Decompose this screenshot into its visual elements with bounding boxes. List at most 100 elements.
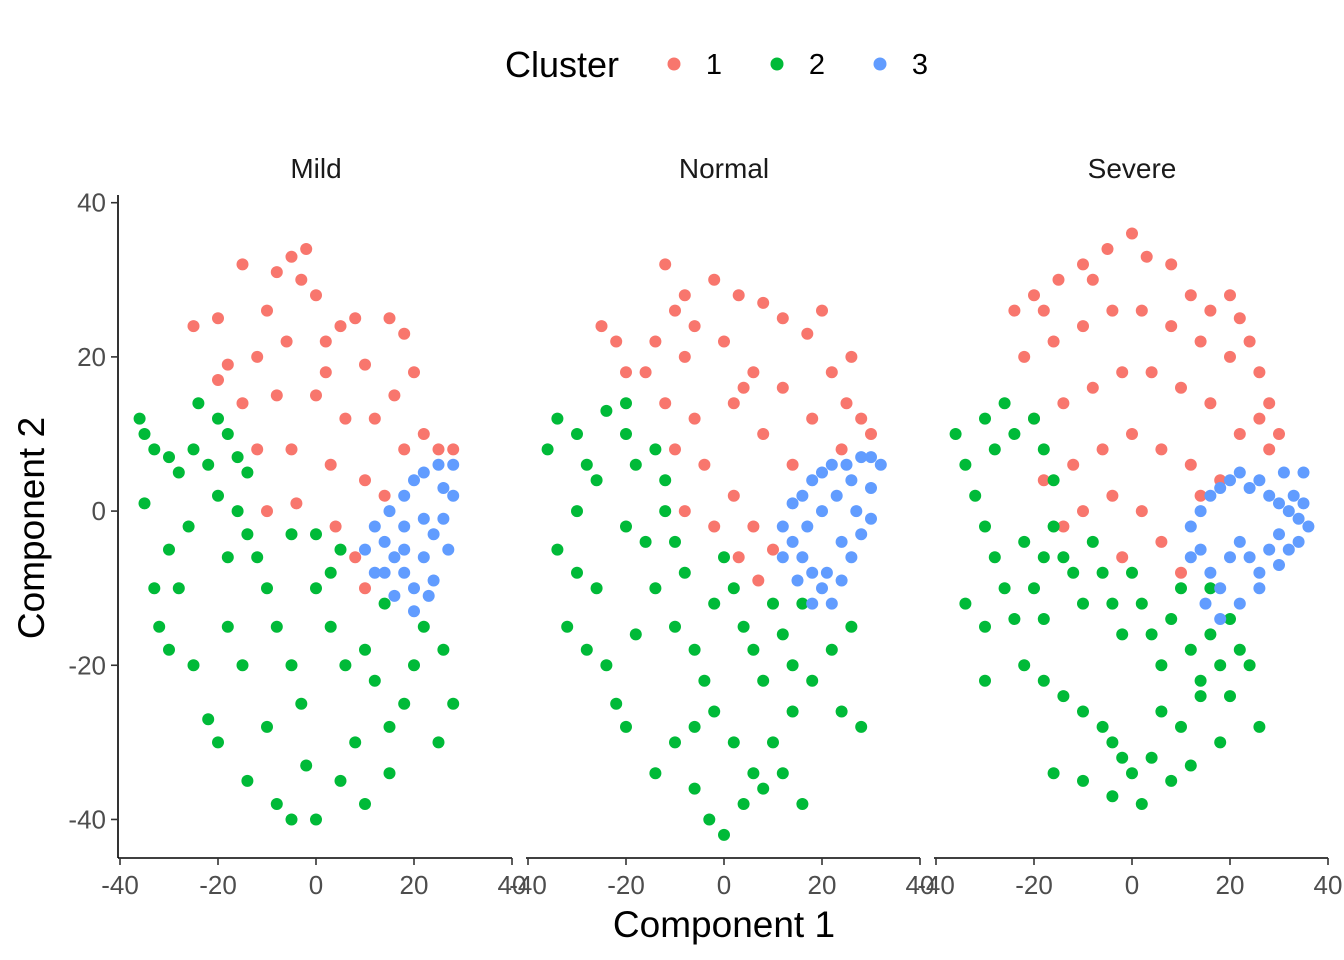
data-point	[620, 366, 632, 379]
data-point	[1101, 243, 1114, 255]
data-point	[1008, 613, 1021, 625]
data-point	[432, 443, 445, 456]
data-point	[1282, 543, 1295, 556]
data-point	[659, 258, 672, 271]
data-point	[310, 813, 322, 826]
data-point	[398, 697, 411, 710]
data-point	[855, 720, 868, 733]
data-point	[285, 528, 298, 541]
data-point	[1155, 535, 1168, 548]
data-point	[688, 720, 701, 733]
data-point	[310, 528, 322, 541]
data-point	[432, 736, 445, 749]
x-tick-label: 0	[717, 870, 731, 900]
data-point	[600, 659, 613, 672]
data-point	[835, 574, 848, 587]
data-point	[1155, 443, 1168, 456]
cluster-3-points	[1184, 466, 1315, 625]
data-point	[383, 505, 396, 518]
data-point	[1155, 705, 1168, 718]
data-point	[432, 458, 445, 471]
x-tick-label: -20	[1015, 870, 1053, 900]
data-point	[295, 273, 308, 286]
data-point	[969, 489, 982, 502]
data-point	[580, 458, 593, 471]
data-point	[427, 574, 440, 587]
data-point	[1165, 613, 1178, 625]
data-point	[1155, 659, 1168, 672]
data-point	[1057, 551, 1070, 564]
data-point	[138, 497, 151, 510]
data-point	[202, 458, 215, 471]
x-tick-label: 40	[1314, 870, 1343, 900]
data-point	[561, 620, 574, 633]
data-point	[737, 381, 750, 394]
data-point	[825, 597, 838, 610]
data-point	[1037, 613, 1050, 625]
data-point	[791, 574, 804, 587]
data-point	[786, 535, 799, 548]
data-point	[241, 528, 254, 541]
data-point	[747, 767, 760, 780]
data-point	[988, 443, 1001, 456]
data-point	[1292, 512, 1305, 525]
data-point	[133, 412, 146, 425]
data-point	[295, 697, 308, 710]
data-point	[241, 466, 254, 479]
data-point	[1135, 505, 1148, 518]
y-axis-title: Component 2	[11, 417, 52, 639]
legend: Cluster 1 2 3	[505, 44, 928, 85]
data-point	[747, 520, 760, 533]
data-point	[1145, 366, 1158, 379]
data-point	[796, 551, 809, 564]
data-point	[447, 489, 460, 502]
data-point	[840, 397, 853, 410]
facet-strip-label: Normal	[679, 153, 769, 184]
data-point	[1214, 482, 1227, 494]
data-point	[1224, 289, 1236, 302]
x-tick-label: -20	[199, 870, 237, 900]
data-point	[737, 620, 750, 633]
data-point	[1253, 582, 1266, 595]
data-point	[1077, 320, 1089, 333]
data-point	[874, 458, 887, 471]
data-point	[757, 296, 770, 309]
data-point	[192, 397, 205, 410]
data-point	[796, 489, 809, 502]
data-point	[378, 597, 391, 610]
data-point	[1140, 250, 1153, 263]
data-point	[1194, 674, 1207, 687]
data-point	[1204, 582, 1217, 595]
data-point	[1135, 304, 1148, 317]
data-point	[236, 659, 249, 672]
data-point	[1135, 798, 1148, 810]
data-point	[1165, 320, 1178, 333]
data-point	[727, 489, 740, 502]
data-point	[757, 674, 770, 687]
data-point	[551, 543, 564, 556]
data-point	[1008, 304, 1021, 317]
data-point	[1233, 312, 1246, 325]
data-point	[1297, 466, 1310, 479]
data-point	[1253, 720, 1266, 733]
data-point	[1037, 674, 1050, 687]
data-point	[1067, 566, 1080, 579]
data-point	[383, 767, 396, 780]
data-point	[1116, 551, 1129, 564]
data-point	[979, 620, 991, 633]
data-point	[737, 798, 750, 810]
data-point	[610, 697, 623, 710]
data-point	[1116, 628, 1129, 641]
data-point	[1057, 690, 1070, 703]
data-point	[359, 582, 371, 595]
data-point	[1047, 474, 1060, 487]
data-point	[1233, 466, 1246, 479]
cluster-2-points	[133, 397, 460, 826]
data-point	[437, 512, 450, 525]
data-point	[417, 512, 430, 525]
data-point	[678, 505, 691, 518]
data-point	[1116, 751, 1129, 764]
data-point	[1224, 474, 1236, 487]
data-point	[1145, 628, 1158, 641]
